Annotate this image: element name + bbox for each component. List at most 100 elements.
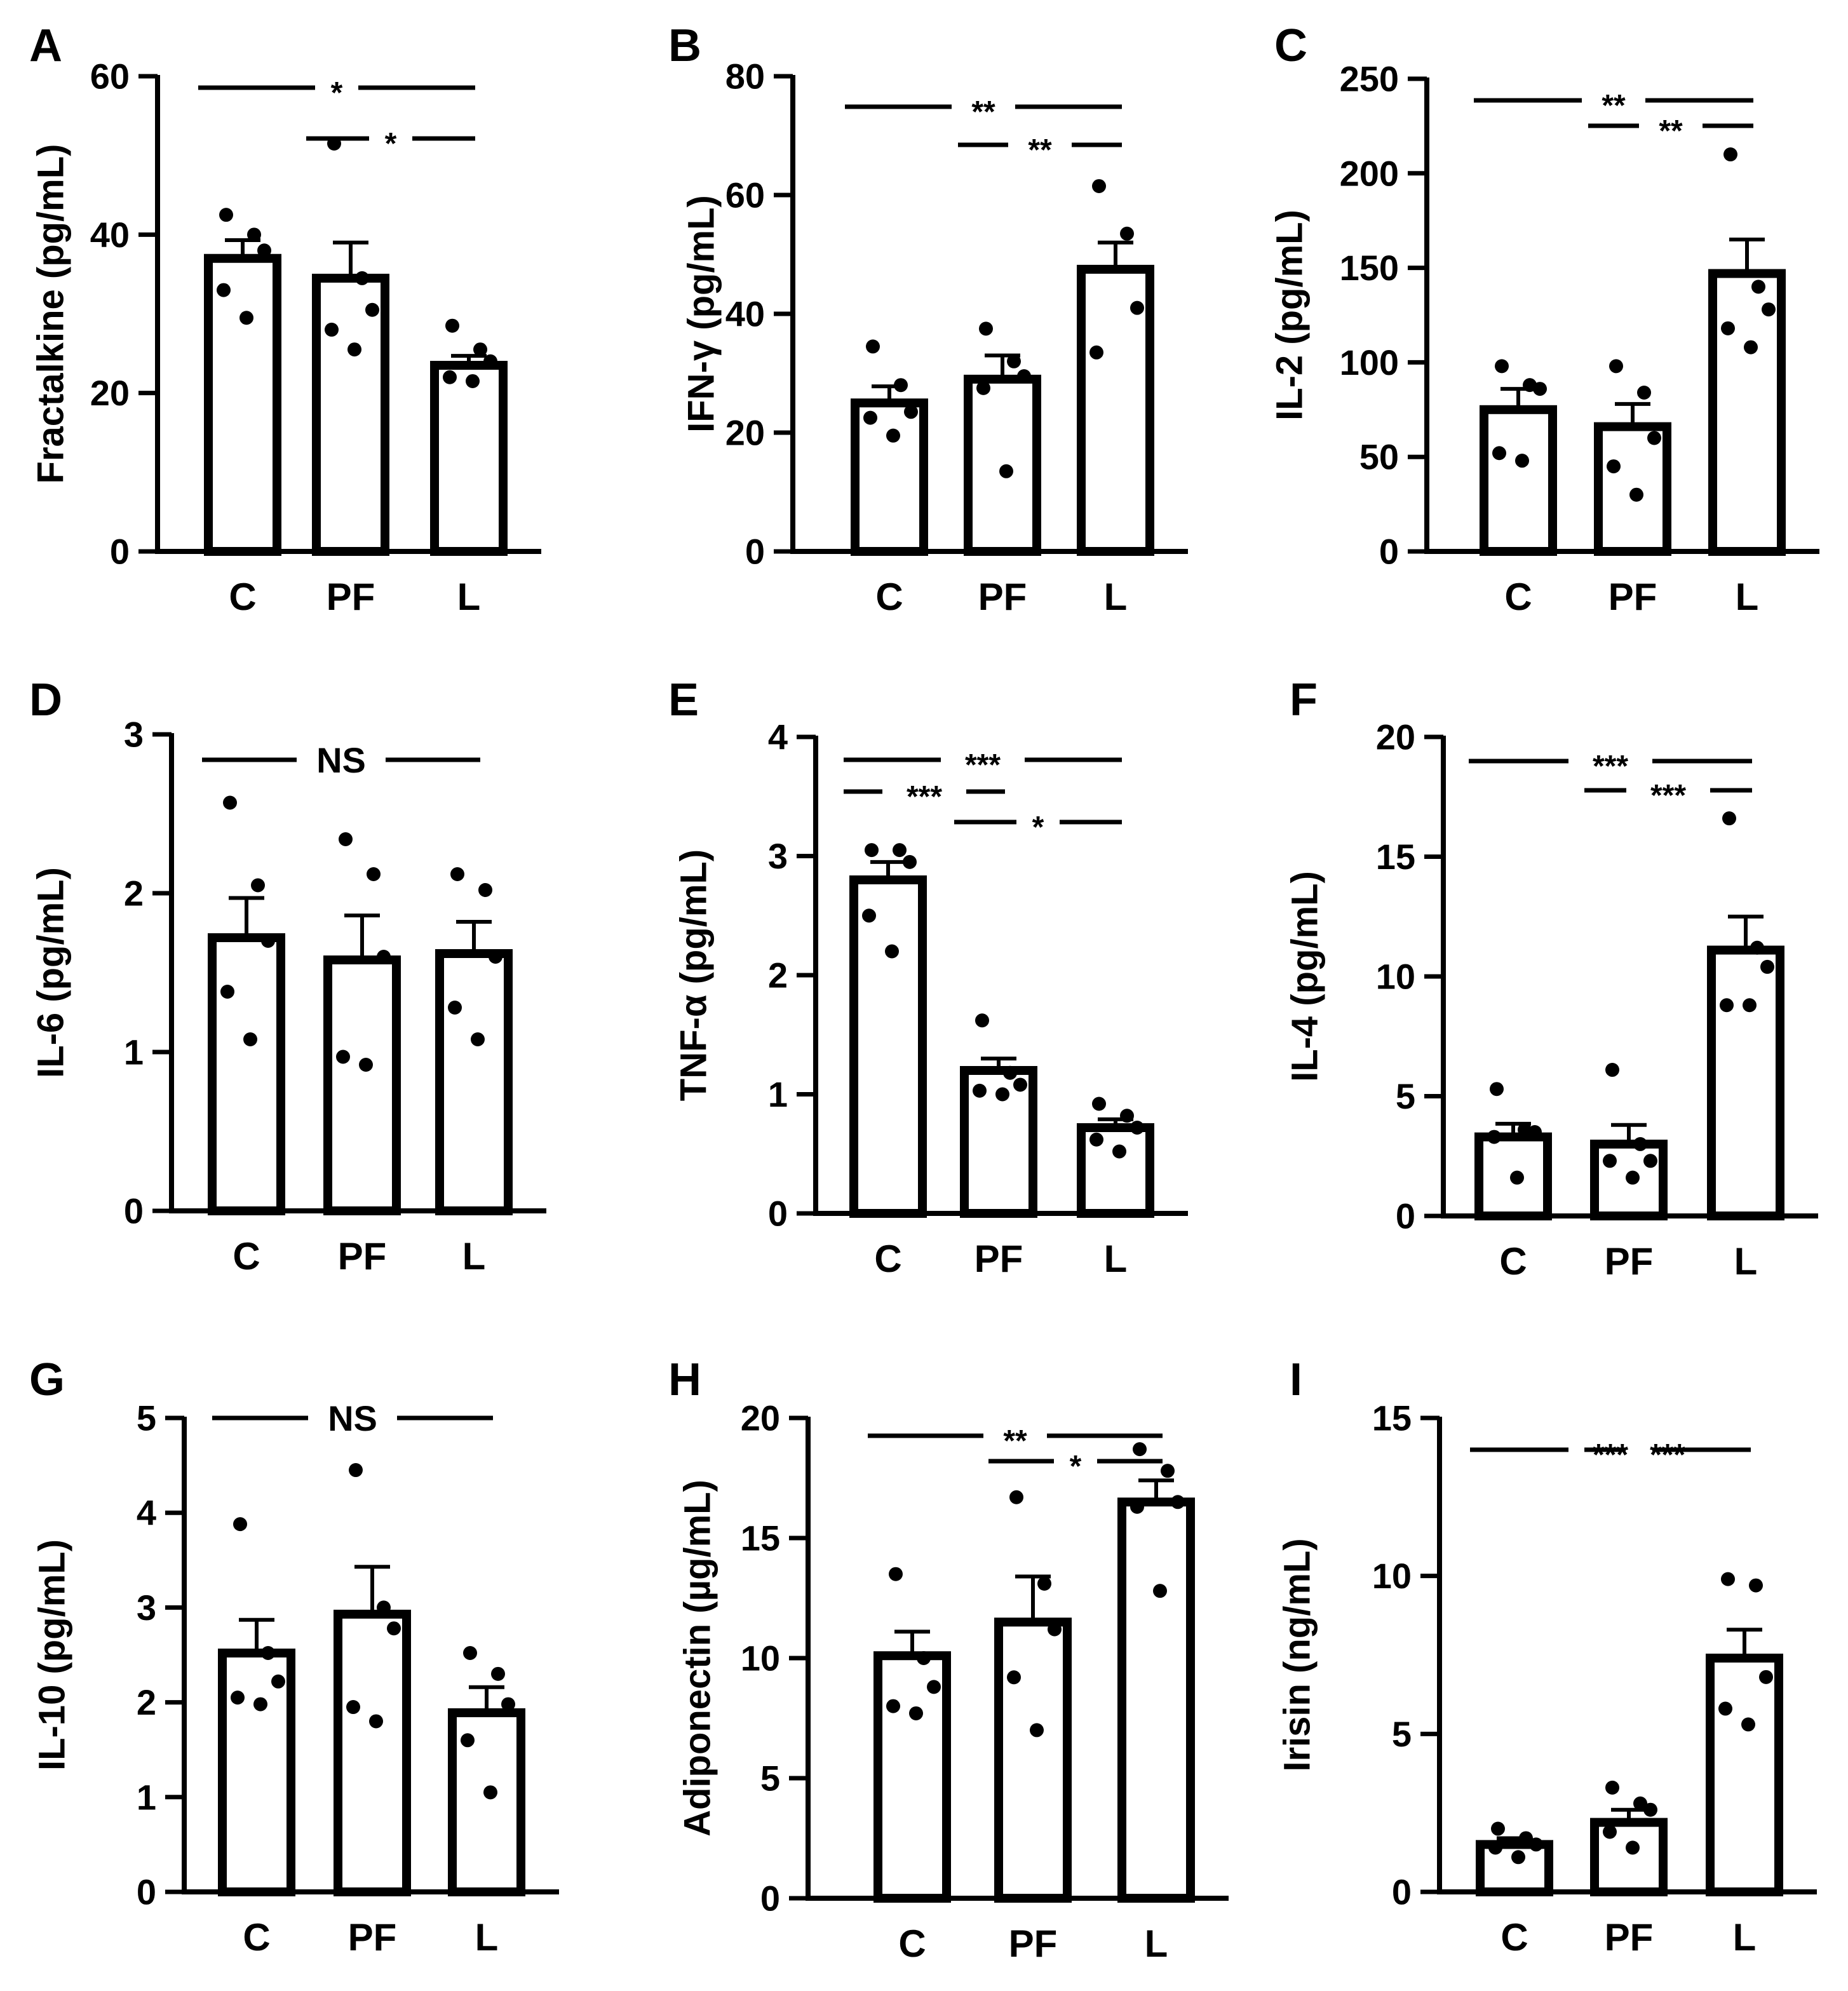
- data-point: [1750, 940, 1764, 955]
- x-category-label: C: [243, 1916, 270, 1959]
- data-point: [1718, 1701, 1732, 1716]
- data-point: [1751, 280, 1765, 294]
- data-point: [1161, 1464, 1175, 1478]
- data-point: [359, 1058, 373, 1072]
- y-tick-label: 15: [1376, 837, 1415, 877]
- y-tick-label: 0: [1396, 1196, 1415, 1236]
- data-point: [463, 1646, 477, 1661]
- data-point: [1153, 1584, 1167, 1598]
- data-point: [325, 322, 339, 337]
- bar-pf: [334, 1609, 411, 1896]
- y-tick-label: 40: [90, 215, 130, 255]
- x-category-label: L: [1104, 576, 1128, 618]
- bar-c: [849, 875, 927, 1218]
- data-point: [443, 370, 457, 384]
- y-axis-label: TNF-α (pg/mL): [673, 849, 715, 1101]
- significance-label: NS: [316, 740, 366, 780]
- x-category-label: C: [874, 1238, 901, 1280]
- y-tick-label: 3: [124, 715, 144, 755]
- bar-pf: [964, 374, 1041, 556]
- bar-pf: [994, 1617, 1072, 1903]
- y-tick-label: 15: [741, 1518, 780, 1558]
- significance-label: NS: [328, 1398, 377, 1438]
- y-tick-label: 100: [1340, 342, 1399, 382]
- data-point: [1007, 1670, 1021, 1685]
- y-tick-label: 2: [137, 1682, 156, 1722]
- bar-c: [204, 253, 281, 556]
- significance-label: ***: [1650, 779, 1686, 813]
- y-tick-label: 0: [760, 1879, 780, 1919]
- data-point: [1511, 1850, 1525, 1865]
- x-category-label: L: [1733, 1916, 1757, 1959]
- data-point: [1130, 300, 1144, 315]
- y-tick-label: 3: [768, 836, 788, 876]
- data-point: [1492, 446, 1506, 461]
- data-point: [995, 1087, 1009, 1102]
- panel-letter: F: [1290, 675, 1318, 726]
- data-point: [445, 318, 459, 333]
- data-point: [1515, 454, 1529, 468]
- y-tick-label: 20: [90, 373, 130, 413]
- y-tick-label: 80: [725, 57, 765, 97]
- y-tick-label: 5: [1396, 1076, 1415, 1116]
- y-axis-label: IL-4 (pg/mL): [1285, 871, 1326, 1082]
- y-tick-label: 0: [745, 532, 765, 572]
- data-point: [1762, 302, 1776, 317]
- data-point: [1721, 321, 1735, 335]
- data-point: [1741, 1717, 1755, 1732]
- significance-label: *: [385, 127, 397, 161]
- x-category-label: C: [229, 576, 256, 618]
- y-tick-label: 60: [90, 57, 130, 97]
- data-point: [1007, 354, 1021, 368]
- data-point: [1607, 459, 1621, 474]
- y-axis-label: IFN-γ (pg/mL): [681, 195, 722, 433]
- x-category-label: C: [875, 576, 903, 618]
- data-point: [1626, 1170, 1640, 1185]
- data-point: [489, 950, 502, 964]
- x-category-label: PF: [327, 576, 375, 618]
- y-tick-label: 0: [110, 532, 130, 572]
- data-point: [863, 410, 877, 425]
- data-point: [889, 1567, 903, 1581]
- data-point: [917, 1651, 931, 1665]
- panel-letter: D: [29, 675, 62, 726]
- data-point: [1605, 1780, 1619, 1795]
- data-point: [231, 1691, 245, 1705]
- data-point: [448, 1001, 462, 1015]
- y-tick-label: 1: [124, 1032, 144, 1072]
- data-point: [1533, 382, 1547, 396]
- significance-label: *: [1032, 811, 1044, 844]
- x-category-label: L: [457, 576, 481, 618]
- data-point: [1487, 1130, 1501, 1144]
- x-category-label: C: [1499, 1240, 1527, 1283]
- bar-c: [873, 1651, 951, 1903]
- x-category-label: PF: [1009, 1922, 1058, 1965]
- panel-c: C IL-2 (pg/mL) 0 50 100 150 200 250 C PF L ** **: [1269, 20, 1819, 618]
- y-axis-label: IL-2 (pg/mL): [1269, 210, 1311, 421]
- x-category-label: C: [1504, 576, 1532, 618]
- data-point: [247, 227, 261, 242]
- y-tick-label: 10: [1372, 1556, 1412, 1596]
- data-point: [1637, 386, 1651, 400]
- data-point: [365, 302, 379, 317]
- data-point: [1130, 1499, 1144, 1514]
- data-point: [866, 339, 880, 354]
- data-point: [1749, 1578, 1763, 1593]
- bar-l: [1708, 269, 1786, 556]
- y-tick-label: 0: [1379, 532, 1399, 572]
- data-point: [1490, 1082, 1504, 1097]
- panel-letter: G: [29, 1354, 65, 1405]
- data-point: [239, 311, 253, 325]
- x-category-label: C: [898, 1922, 926, 1965]
- data-point: [1037, 1576, 1051, 1591]
- panel-letter: B: [668, 20, 701, 71]
- data-point: [893, 843, 907, 858]
- data-point: [461, 1733, 475, 1748]
- y-tick-label: 60: [725, 175, 765, 215]
- data-point: [865, 843, 879, 858]
- y-tick-label: 15: [1372, 1398, 1412, 1438]
- bar-l: [1117, 1497, 1195, 1903]
- data-point: [261, 1646, 275, 1661]
- data-point: [976, 381, 990, 395]
- y-tick-label: 20: [1376, 717, 1415, 757]
